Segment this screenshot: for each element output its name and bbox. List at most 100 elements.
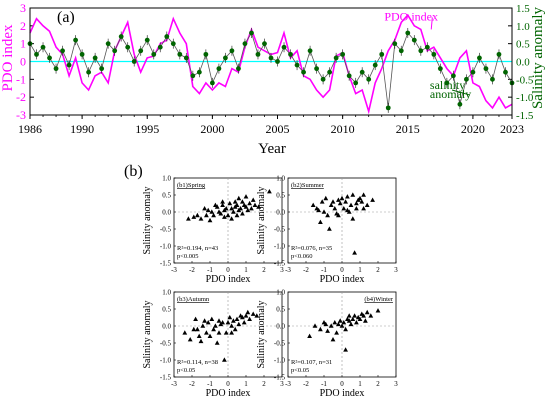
y-axis-label: Salinity anomaly	[142, 300, 153, 368]
scatter-point	[336, 212, 341, 218]
x-tick-label: 1995	[135, 122, 159, 136]
salinity-point	[275, 59, 280, 64]
salinity-point	[392, 41, 398, 47]
y-tick-label: 0.5	[162, 306, 171, 314]
scatter-point	[207, 333, 213, 338]
scatter-point	[348, 202, 354, 207]
scatter-point	[318, 326, 323, 332]
salinity-anomaly-series	[27, 27, 515, 113]
scatter-point	[334, 330, 339, 335]
x-tick-label: 0	[340, 266, 344, 274]
y-tick-label: -0.5	[160, 226, 172, 234]
scatter-point	[240, 199, 245, 204]
salinity-point	[320, 76, 326, 82]
x-tick-label: -3	[285, 380, 291, 388]
salinity-point	[314, 66, 319, 72]
scatter-point	[234, 316, 240, 321]
left-tick-label: -2	[16, 90, 26, 104]
panel-a-frame	[29, 7, 513, 116]
panel-b-scatter: -3 -2 -1 0 1 2 3 1.0 0.5 0.0 -0.5 -1.0 -1.5 PDO index…	[142, 175, 398, 400]
scatter-point	[339, 323, 345, 328]
panel-a-label: (a)	[57, 9, 75, 26]
scatter-point	[359, 199, 365, 204]
scatter-point	[234, 202, 240, 207]
scatter-point	[207, 217, 213, 223]
scatter-point	[236, 195, 242, 201]
subplot-title: (b1)Spring	[177, 182, 206, 189]
salinity-point	[40, 44, 46, 50]
salinity-point	[118, 34, 124, 39]
scatter-point	[310, 202, 316, 207]
scatter-point	[337, 200, 343, 206]
scatter-point	[243, 194, 249, 199]
scatter-point	[250, 197, 256, 202]
subplot-title: (b2)Summer	[291, 182, 325, 189]
x-axis-label: PDO index	[320, 388, 365, 399]
x-tick-label: -2	[189, 266, 195, 274]
scatter-point	[229, 216, 234, 221]
x-tick-label: -1	[207, 380, 213, 388]
left-tick-label: 2	[20, 19, 26, 33]
scatter-point	[193, 316, 198, 321]
salinity-point	[359, 69, 365, 75]
scatter-point	[254, 313, 260, 318]
right-tick-label: 0.0	[516, 57, 530, 69]
salinity-point	[183, 55, 189, 61]
scatter-point	[220, 202, 225, 207]
left-tick-label: 3	[20, 1, 26, 15]
annotation-salinity-arrow	[451, 89, 471, 96]
scatter-point	[352, 250, 357, 255]
subplot-stat: R²=0.107, n=31	[291, 359, 332, 366]
scatter-point	[363, 318, 368, 323]
salinity-point	[86, 69, 92, 75]
y-tick-label: -1.5	[274, 260, 286, 268]
x-tick-label: 1	[244, 380, 248, 388]
y-tick-label: -1.5	[160, 260, 172, 268]
scatter-point	[191, 214, 197, 219]
y-tick-label: -0.5	[274, 226, 286, 234]
scatter-point	[256, 204, 261, 209]
x-tick-label: -1	[321, 266, 327, 274]
salinity-point	[424, 44, 430, 50]
scatter-point	[205, 207, 211, 213]
scatter-point	[321, 209, 327, 214]
y-tick-label: 0.5	[162, 192, 171, 200]
scatter-subplot-3: -3 -2 -1 0 1 2 3 1.0 0.5 0.0 -0.5 -1.0 -1.5 PDO index…	[142, 289, 284, 400]
x-axis-label: PDO index	[320, 274, 365, 285]
scatter-point	[195, 212, 200, 218]
scatter-point	[361, 206, 366, 211]
scatter-point	[196, 333, 202, 338]
salinity-point	[477, 55, 482, 61]
x-axis-label: PDO index	[206, 388, 251, 399]
scatter-point	[227, 200, 233, 206]
salinity-point	[457, 101, 463, 107]
scatter-point	[236, 321, 242, 327]
salinity-point	[242, 41, 248, 47]
scatter-point	[209, 316, 215, 321]
left-tick-label: 1	[20, 37, 26, 51]
x-tick-label: 1990	[70, 122, 94, 136]
y-tick-label: -1.0	[274, 243, 286, 251]
salinity-point	[223, 55, 228, 61]
salinity-point	[47, 55, 52, 61]
annotation-pdo-index: PDO index	[384, 9, 438, 23]
scatter-point	[323, 321, 329, 327]
left-axis-label: PDO index	[0, 24, 16, 92]
scatter-point	[332, 206, 338, 211]
right-tick-label: -0.5	[516, 74, 534, 86]
scatter-point	[209, 209, 215, 214]
scatter-point	[341, 206, 347, 211]
salinity-point	[464, 76, 469, 82]
scatter-point	[348, 321, 354, 327]
scatter-point	[223, 330, 229, 335]
salinity-point	[66, 62, 72, 68]
salinity-point	[112, 48, 118, 54]
salinity-point	[138, 48, 144, 54]
salinity-point	[372, 62, 378, 68]
salinity-point	[327, 69, 333, 75]
scatter-point	[325, 328, 330, 333]
subplot-stat: p<0.005	[177, 253, 199, 260]
x-tick-label: 2015	[396, 122, 420, 136]
scatter-point	[202, 318, 207, 323]
scatter-point	[325, 212, 330, 218]
